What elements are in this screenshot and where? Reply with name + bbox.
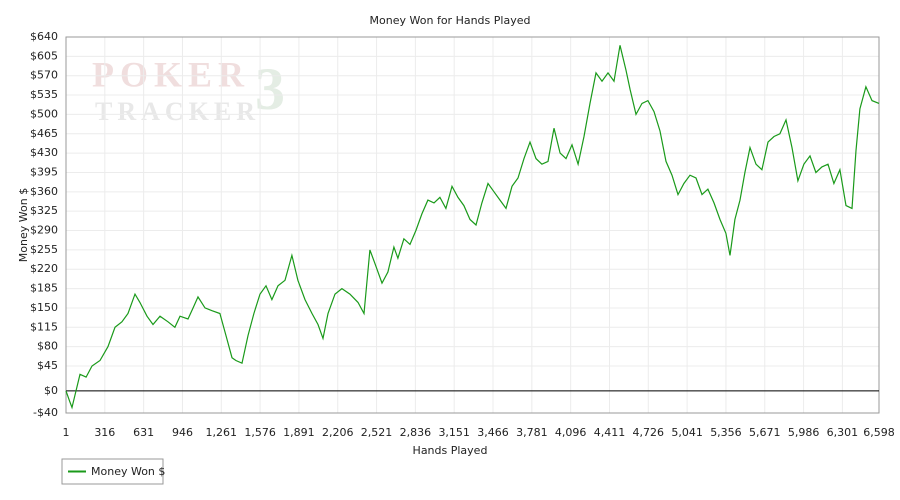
- x-tick-label: 2,836: [400, 426, 432, 439]
- x-tick-label: 4,096: [555, 426, 587, 439]
- watermark: POKER: [92, 54, 250, 94]
- x-tick-label: 5,041: [671, 426, 703, 439]
- x-tick-label: 1,576: [244, 426, 276, 439]
- y-tick-label: $605: [30, 49, 58, 62]
- plot-border: [65, 36, 880, 414]
- x-tick-label: 316: [94, 426, 115, 439]
- y-tick-label: $185: [30, 282, 58, 295]
- x-tick-label: 6,301: [827, 426, 859, 439]
- y-tick-label: $395: [30, 165, 58, 178]
- x-tick-label: 1,891: [283, 426, 315, 439]
- y-tick-label: $80: [37, 340, 58, 353]
- x-tick-label: 4,726: [633, 426, 665, 439]
- y-tick-label: $150: [30, 301, 58, 314]
- x-tick-label: 631: [133, 426, 154, 439]
- watermark: 3: [255, 56, 285, 122]
- chart-title: Money Won for Hands Played: [370, 14, 531, 27]
- y-tick-label: -$40: [33, 406, 58, 419]
- y-tick-label: $570: [30, 69, 58, 82]
- x-tick-label: 1,261: [206, 426, 238, 439]
- legend-box: [61, 458, 164, 485]
- y-tick-label: $0: [44, 384, 58, 397]
- y-tick-label: $290: [30, 224, 58, 237]
- legend-label: Money Won $: [91, 465, 165, 478]
- x-tick-label: 1: [63, 426, 70, 439]
- data-line: [65, 45, 880, 410]
- x-tick-label: 5,986: [788, 426, 820, 439]
- y-tick-label: $45: [37, 359, 58, 372]
- y-tick-label: $535: [30, 88, 58, 101]
- x-tick-label: 6,598: [863, 426, 895, 439]
- x-tick-label: 4,411: [594, 426, 626, 439]
- y-tick-label: $220: [30, 262, 58, 275]
- y-tick-label: $500: [30, 107, 58, 120]
- y-tick-label: $640: [30, 30, 58, 43]
- y-tick-label: $465: [30, 127, 58, 140]
- x-tick-label: 5,671: [749, 426, 781, 439]
- y-tick-label: $360: [30, 185, 58, 198]
- x-tick-label: 3,151: [438, 426, 470, 439]
- y-axis-label: Money Won $: [17, 188, 30, 262]
- watermark: TRACKER: [95, 97, 260, 126]
- y-tick-label: $115: [30, 320, 58, 333]
- x-tick-label: 3,466: [477, 426, 509, 439]
- x-axis-label: Hands Played: [413, 444, 488, 457]
- x-tick-label: 3,781: [516, 426, 548, 439]
- x-tick-label: 2,521: [361, 426, 393, 439]
- y-tick-label: $255: [30, 243, 58, 256]
- x-tick-label: 2,206: [322, 426, 354, 439]
- y-tick-label: $325: [30, 204, 58, 217]
- x-tick-label: 5,356: [710, 426, 742, 439]
- y-tick-label: $430: [30, 146, 58, 159]
- x-tick-label: 946: [172, 426, 193, 439]
